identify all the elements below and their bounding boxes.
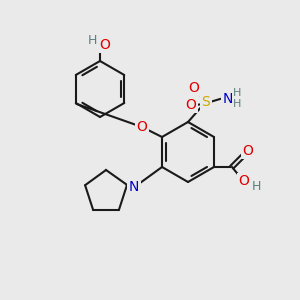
Text: O: O <box>100 38 110 52</box>
Text: H: H <box>233 88 241 98</box>
Text: H: H <box>87 34 97 47</box>
Text: O: O <box>238 174 249 188</box>
Text: H: H <box>233 99 241 109</box>
Text: O: O <box>136 120 148 134</box>
Text: N: N <box>129 180 139 194</box>
Text: S: S <box>202 95 210 109</box>
Text: O: O <box>242 144 253 158</box>
Text: O: O <box>186 98 196 112</box>
Text: H: H <box>251 181 261 194</box>
Text: N: N <box>223 92 233 106</box>
Text: O: O <box>189 81 200 95</box>
